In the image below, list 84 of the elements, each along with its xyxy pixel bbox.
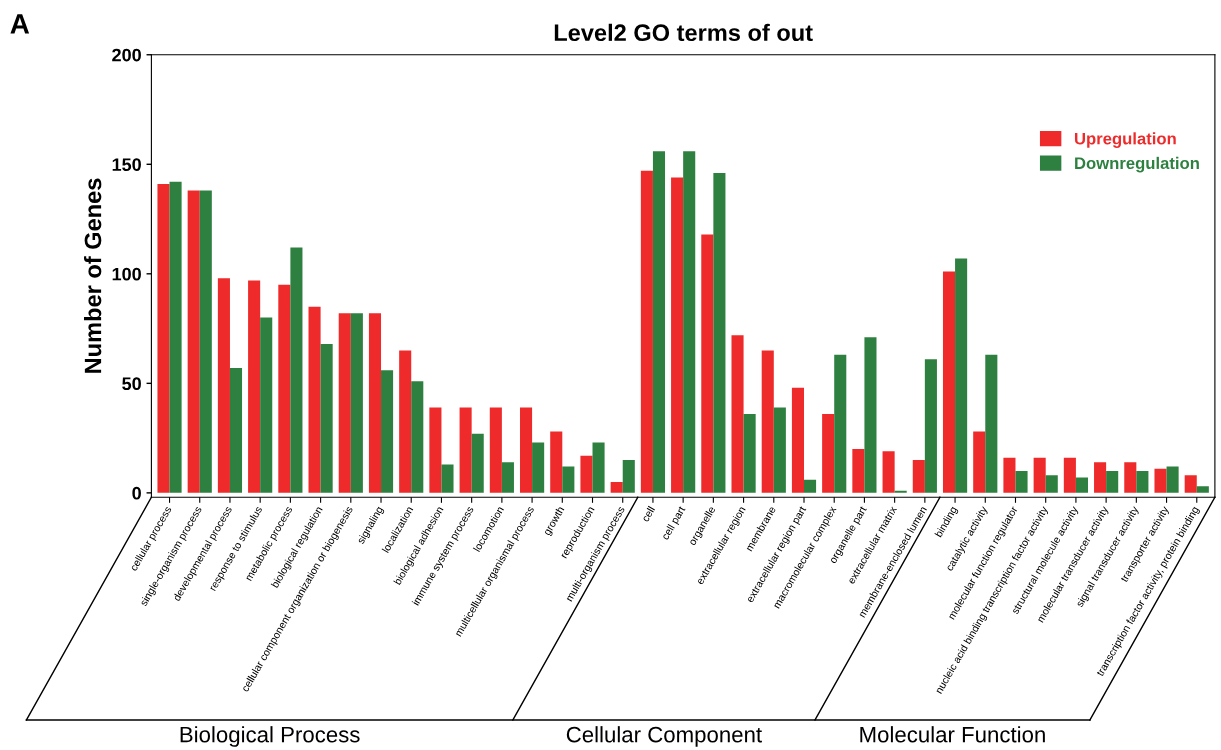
chart-title: Level2 GO terms of out: [554, 23, 813, 42]
bar: [761, 350, 774, 493]
bar: [1063, 457, 1076, 493]
bar: [532, 442, 545, 493]
bar: [471, 433, 484, 493]
bar: [1106, 470, 1119, 493]
bar: [411, 381, 424, 493]
bar: [671, 177, 684, 493]
bar: [278, 284, 291, 493]
bar: [640, 170, 653, 493]
bar: [199, 190, 212, 493]
y-axis-title: Number of Genes: [83, 178, 102, 373]
bar: [683, 151, 696, 493]
x-tick-label: cell: [641, 505, 656, 523]
bar: [1154, 468, 1167, 493]
bar: [429, 407, 442, 493]
bar: [973, 431, 986, 493]
bar: [489, 407, 502, 493]
bar: [652, 151, 666, 493]
text: A: [10, 14, 30, 34]
bar: [592, 442, 605, 493]
bar: [852, 449, 865, 493]
bar: [229, 368, 243, 493]
bar: [459, 407, 472, 493]
y-tick-label: 0: [132, 486, 141, 500]
bar: [562, 466, 575, 493]
bar: [804, 479, 817, 493]
bar: [399, 350, 412, 493]
bar: [894, 490, 907, 493]
bar: [713, 173, 726, 493]
bar: [381, 370, 394, 493]
bar: [731, 335, 744, 493]
bar: [822, 414, 835, 493]
bar: [622, 460, 635, 493]
bar: [882, 451, 895, 493]
bar: [217, 278, 230, 493]
bar: [260, 317, 273, 493]
bar: [187, 190, 200, 493]
bar: [942, 271, 956, 493]
bar: [773, 407, 786, 493]
legend-label: Upregulation: [1074, 132, 1176, 148]
bar: [1124, 462, 1137, 493]
bar: [368, 313, 382, 493]
bar: [550, 431, 563, 493]
bar: [834, 354, 847, 493]
bar: [338, 313, 351, 493]
bar: [864, 337, 877, 493]
bar: [924, 359, 937, 493]
bar: [1184, 475, 1197, 493]
bar: [169, 181, 182, 493]
text: Molecular Function: [860, 726, 1045, 743]
bar: [743, 414, 756, 493]
text: Cellular Component: [566, 726, 762, 747]
bar: [1015, 470, 1028, 493]
bar: [441, 464, 454, 493]
bar: [1136, 470, 1149, 493]
bar: [308, 306, 321, 493]
text: Biological Process: [180, 726, 360, 747]
y-tick-label: 100: [112, 267, 141, 281]
bar: [1075, 477, 1088, 493]
bar: [1094, 462, 1107, 493]
bar: [520, 407, 533, 493]
bar: [985, 354, 998, 493]
bar: [1045, 475, 1058, 493]
bar: [501, 462, 514, 493]
bar: [290, 247, 303, 493]
y-tick-label: 200: [112, 48, 141, 62]
bar: [955, 258, 968, 493]
bar: [1033, 457, 1046, 493]
bar: [157, 184, 170, 493]
bar: [248, 280, 261, 493]
bar: [1196, 486, 1209, 493]
bar: [912, 460, 925, 493]
bar: [350, 313, 363, 493]
legend-label: Downregulation: [1075, 156, 1199, 173]
bar: [580, 455, 593, 493]
bar: [320, 343, 333, 493]
bar: [1003, 457, 1016, 493]
y-tick-label: 150: [112, 158, 141, 171]
bar: [610, 481, 623, 493]
y-tick-label: 50: [122, 377, 141, 391]
bar: [701, 234, 714, 493]
bar: [791, 387, 804, 493]
bar: [1166, 466, 1179, 493]
